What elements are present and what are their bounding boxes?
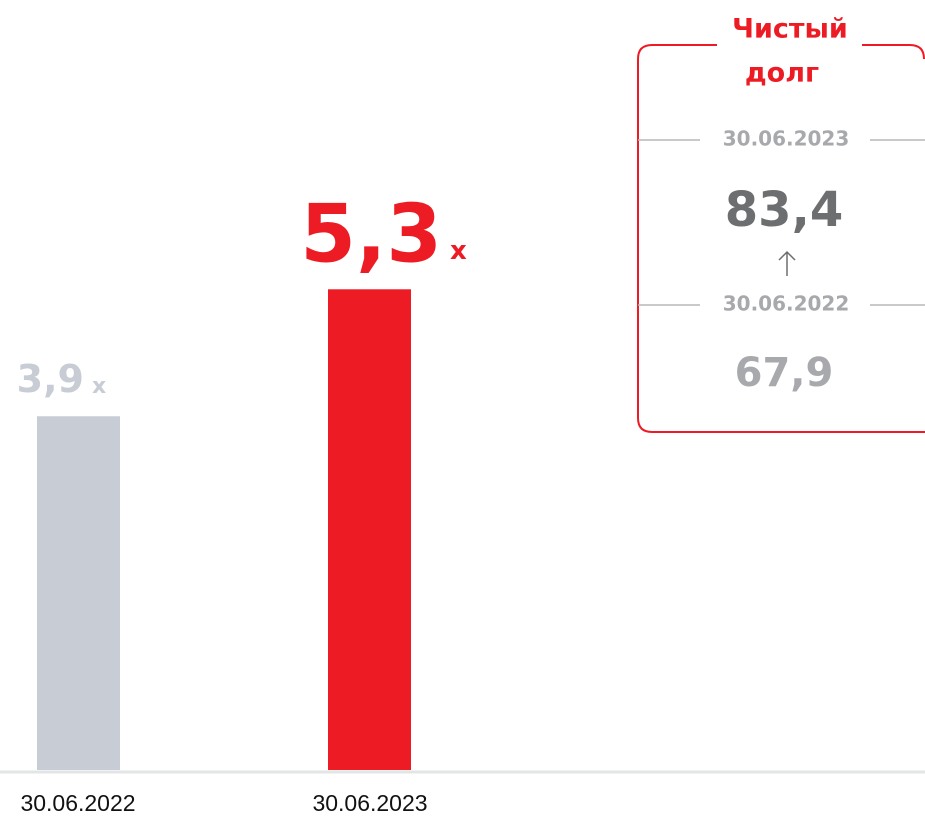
- value-label: 3,9: [17, 357, 84, 401]
- arrow: [778, 250, 796, 276]
- value-unit: x: [92, 374, 106, 399]
- panel-date: 30.06.2023: [723, 127, 850, 151]
- value-label: 5,3: [300, 187, 442, 280]
- bar: [37, 416, 120, 770]
- x-tick-label: 30.06.2022: [20, 790, 135, 816]
- panel-date: 30.06.2022: [723, 292, 850, 316]
- panel-title: долг: [745, 58, 819, 89]
- panel-title: Чистый: [732, 14, 848, 45]
- bar: [328, 289, 411, 770]
- value-unit: x: [450, 236, 467, 266]
- panel-value: 83,4: [725, 182, 843, 238]
- panel-value: 67,9: [735, 350, 834, 396]
- panel-frame: [637, 44, 925, 433]
- x-tick-label: 30.06.2023: [312, 790, 427, 816]
